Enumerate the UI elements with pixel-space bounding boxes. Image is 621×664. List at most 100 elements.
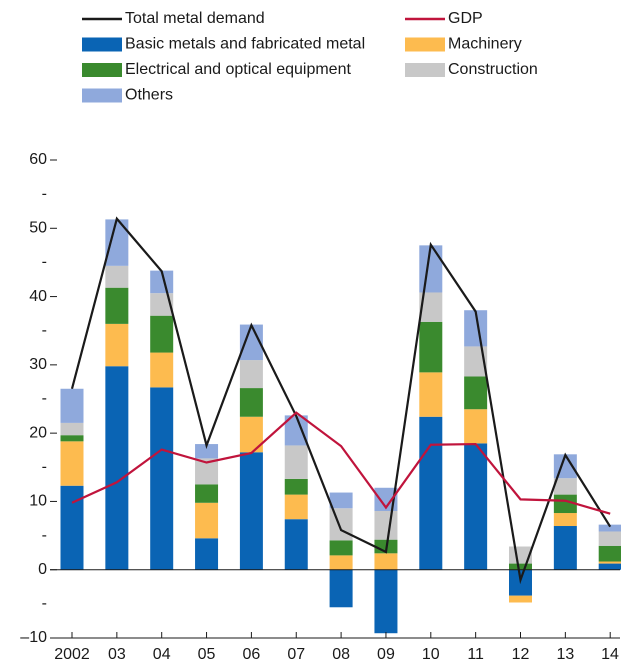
bar-segment — [598, 545, 621, 562]
bar-segment — [419, 372, 443, 417]
bar-segment — [598, 561, 621, 564]
bar-segment — [284, 478, 308, 495]
x-tick-label: 06 — [243, 646, 261, 663]
y-minor-tick: - — [42, 322, 47, 339]
y-tick-label: 50 — [29, 220, 47, 237]
bar-segment — [150, 315, 174, 353]
x-tick-label: 09 — [377, 646, 395, 663]
y-tick-label: 10 — [29, 493, 47, 510]
legend-label: Total metal demand — [125, 10, 265, 27]
y-tick-label: 30 — [29, 356, 47, 373]
bar-segment — [329, 569, 353, 608]
x-tick-label: 07 — [287, 646, 305, 663]
bar-segment — [553, 513, 577, 527]
bar-segment — [374, 553, 398, 570]
bar-segment — [150, 387, 174, 570]
bar-segment — [60, 435, 84, 442]
bar-segment — [60, 388, 84, 423]
bar-segment — [464, 443, 488, 570]
bar-segment — [329, 492, 353, 509]
bar-segment — [464, 346, 488, 377]
bar-segment — [419, 245, 443, 293]
y-minor-tick: - — [42, 390, 47, 407]
x-tick-label: 11 — [467, 646, 484, 663]
bar-segment — [284, 415, 308, 446]
bar-segment — [239, 388, 263, 417]
bar-segment — [239, 416, 263, 453]
bar-segment — [598, 531, 621, 546]
bar-segment — [329, 555, 353, 570]
bar-segment — [284, 494, 308, 520]
x-tick-label: 14 — [601, 646, 619, 663]
legend-swatch — [405, 37, 445, 52]
bar-segment — [195, 444, 219, 459]
bar-segment — [60, 441, 84, 486]
bar-segment — [553, 494, 577, 514]
bar-segment — [195, 484, 219, 503]
bar-segment — [195, 458, 219, 485]
x-tick-label: 03 — [108, 646, 126, 663]
bar-segment — [105, 219, 129, 266]
legend-swatch — [82, 88, 122, 103]
y-tick-label: 0 — [38, 561, 47, 578]
y-tick-label: 20 — [29, 424, 47, 441]
bar-segment — [419, 292, 443, 322]
bar-segment — [284, 445, 308, 479]
legend-label: GDP — [448, 10, 483, 27]
y-tick-label: –10 — [20, 629, 47, 646]
bar-segment — [464, 310, 488, 347]
bar-segment — [239, 452, 263, 570]
x-tick-label: 05 — [198, 646, 216, 663]
legend-swatch — [405, 63, 445, 77]
legend-label: Machinery — [448, 36, 522, 53]
bar-segment — [239, 324, 263, 361]
x-tick-label: 10 — [422, 646, 440, 663]
bar-segment — [105, 366, 129, 570]
bar-segment — [195, 538, 219, 570]
y-minor-tick: - — [42, 527, 47, 544]
bar-segment — [464, 409, 488, 444]
legend-label: Basic metals and fabricated metal — [125, 36, 365, 53]
bar-segment — [329, 540, 353, 556]
bar-segment — [329, 508, 353, 541]
bar-segment — [553, 478, 577, 495]
bar-segment — [195, 502, 219, 539]
bar-segment — [284, 519, 308, 570]
legend-label: Others — [125, 87, 173, 104]
bar-segment — [464, 376, 488, 410]
bar-segment — [60, 422, 84, 436]
y-minor-tick: - — [42, 254, 47, 271]
y-tick-label: 40 — [29, 288, 47, 305]
bar-segment — [150, 270, 174, 294]
y-tick-label: 60 — [29, 151, 47, 168]
legend-label: Electrical and optical equipment — [125, 61, 351, 78]
bar-segment — [105, 287, 129, 324]
y-minor-tick: - — [42, 459, 47, 476]
y-minor-tick: - — [42, 595, 47, 612]
line-series — [70, 216, 612, 585]
bar-segment — [60, 485, 84, 570]
x-tick-label: 2002 — [54, 646, 90, 663]
x-tick-label: 04 — [153, 646, 171, 663]
bar-segment — [509, 595, 532, 603]
x-tick-label: 13 — [556, 646, 574, 663]
bar-segment — [239, 360, 263, 389]
bar-segment — [553, 526, 577, 570]
x-tick-label: 08 — [332, 646, 350, 663]
bar-segment — [105, 323, 129, 367]
bar-segment — [374, 569, 398, 634]
x-tick-label: 12 — [512, 646, 530, 663]
y-minor-tick: - — [42, 185, 47, 202]
bar-segment — [150, 352, 174, 388]
bar-segment — [598, 524, 621, 532]
bar-segment — [509, 563, 532, 570]
bar-segment — [598, 563, 621, 570]
bar-segment — [419, 416, 443, 570]
bar-segment — [150, 293, 174, 316]
bar-segment — [105, 265, 129, 288]
bar-segment — [419, 321, 443, 373]
legend-swatch — [82, 37, 122, 52]
legend-label: Construction — [448, 61, 538, 78]
bar-segment — [374, 510, 398, 540]
